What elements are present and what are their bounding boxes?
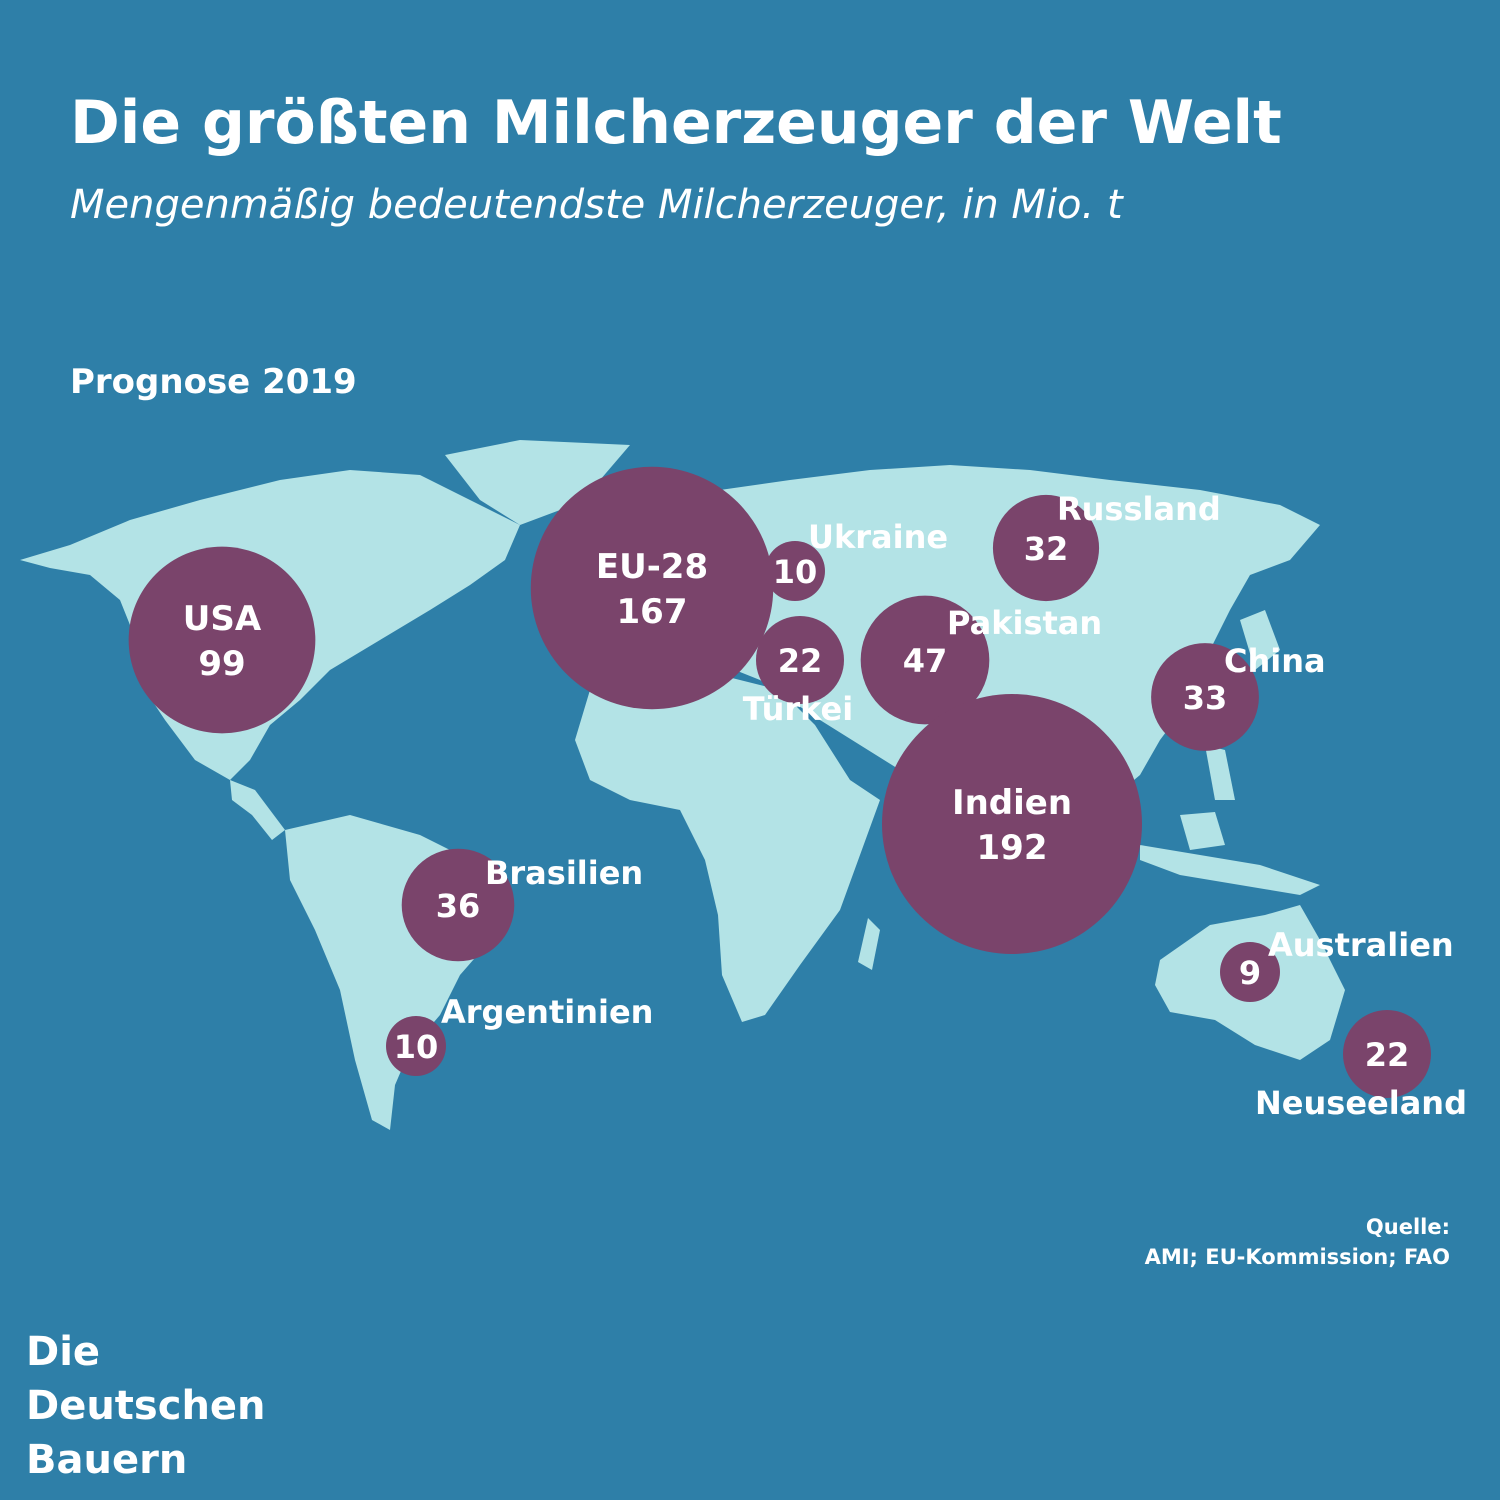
value-label-australien: 9 (1239, 954, 1261, 992)
country-label-usa: USA (183, 599, 262, 639)
country-label-russland: Russland (1057, 490, 1221, 528)
logo-line-2: Deutschen (26, 1383, 266, 1429)
country-label-indien: Indien (952, 783, 1072, 823)
country-label-pakistan: Pakistan (947, 604, 1102, 642)
logo-line-1: Die (26, 1329, 101, 1375)
bubble-t-rkei (755, 615, 845, 705)
chart-subtitle: Mengenmäßig bedeutendste Milcherzeuger, … (70, 182, 1123, 228)
bubble-argentinien (386, 1016, 446, 1076)
landmass-central-america (230, 780, 285, 840)
value-label-eu-28: 167 (617, 592, 688, 632)
brand-logo: Die Deutschen Bauern (26, 1325, 266, 1487)
bubble-neuseeland (1342, 1009, 1432, 1099)
country-label-neuseeland: Neuseeland (1255, 1084, 1467, 1122)
landmass-africa (575, 672, 880, 1022)
landmass-philippines (1205, 745, 1235, 800)
country-label-argentinien: Argentinien (441, 993, 653, 1031)
value-label-brasilien: 36 (436, 887, 481, 925)
country-label-ukraine: Ukraine (808, 518, 948, 556)
bubble-usa (128, 546, 316, 734)
landmass-japan (1240, 610, 1280, 670)
value-label-pakistan: 47 (903, 642, 948, 680)
value-label-argentinien: 10 (394, 1028, 439, 1066)
chart-title: Die größten Milcherzeuger der Welt (70, 88, 1282, 158)
country-label-t-rkei: Türkei (743, 690, 853, 728)
bubble-brasilien (401, 848, 515, 962)
landmass-borneo (1180, 812, 1225, 850)
country-label-brasilien: Brasilien (485, 854, 643, 892)
country-label-eu-28: EU-28 (596, 547, 708, 587)
value-label-neuseeland: 22 (1365, 1036, 1410, 1074)
bubble-australien (1220, 942, 1280, 1002)
landmass-indonesia (1140, 845, 1320, 895)
bubble-ukraine (765, 541, 825, 601)
source-text: AMI; EU-Kommission; FAO (1144, 1245, 1450, 1269)
value-label-indien: 192 (977, 828, 1048, 868)
forecast-label: Prognose 2019 (70, 362, 357, 402)
country-label-china: China (1224, 642, 1326, 680)
bubble-eu-28 (530, 466, 774, 710)
bubble-russland (992, 494, 1100, 602)
value-label-t-rkei: 22 (778, 642, 823, 680)
value-label-russland: 32 (1024, 530, 1069, 568)
landmass-greenland (445, 440, 630, 525)
landmass-madagascar (858, 918, 880, 970)
value-label-ukraine: 10 (773, 553, 818, 591)
source-note: Quelle: AMI; EU-Kommission; FAO (1145, 1212, 1450, 1272)
bubble-pakistan (860, 595, 990, 725)
producer-bubbles: USA99EU-2816710Ukraine22Türkei47Pakistan… (128, 466, 1467, 1122)
bubble-china (1151, 643, 1259, 751)
country-label-australien: Australien (1268, 926, 1454, 964)
logo-line-3: Bauern (26, 1437, 188, 1483)
value-label-china: 33 (1183, 679, 1228, 717)
bubble-indien (882, 694, 1142, 954)
source-label: Quelle: (1365, 1215, 1450, 1239)
value-label-usa: 99 (198, 644, 245, 684)
